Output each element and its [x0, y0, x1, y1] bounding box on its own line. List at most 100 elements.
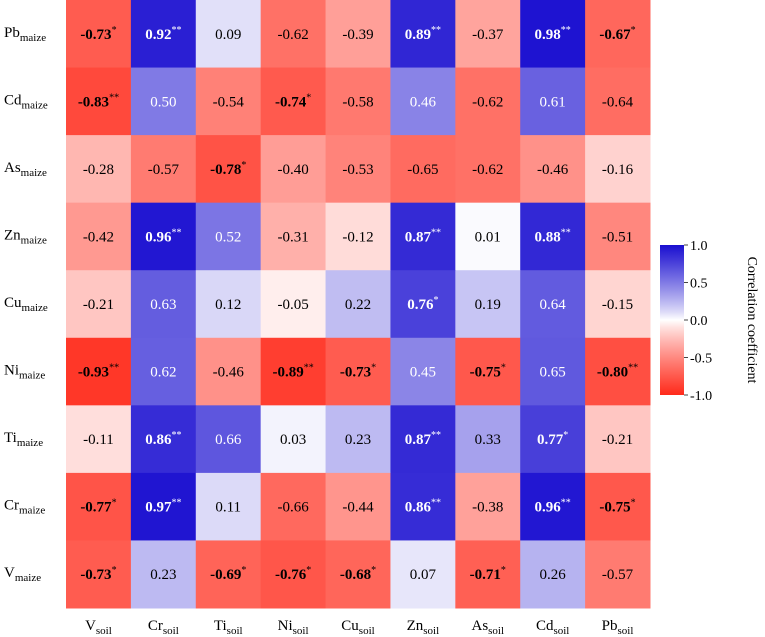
cell-value-label: 0.77* — [537, 430, 568, 448]
heatmap-cell — [585, 0, 651, 69]
heatmap-cell — [390, 472, 456, 541]
heatmap-cell — [390, 135, 456, 204]
y-tick-label: Timaize — [4, 430, 43, 449]
significance-marker: ** — [561, 498, 571, 509]
cell-value-label: -0.71* — [470, 565, 506, 583]
heatmap-cell — [260, 337, 327, 406]
cell-value-label: -0.12 — [342, 229, 373, 245]
cell-value-label: 0.01 — [475, 229, 501, 245]
heatmap-cell — [260, 67, 327, 136]
cell-value-label: -0.68* — [340, 565, 376, 583]
significance-marker: * — [306, 565, 311, 576]
cell-value-label: -0.73* — [80, 25, 116, 43]
significance-marker: * — [371, 363, 376, 374]
cell-value-label: 0.96** — [145, 227, 181, 245]
significance-marker: ** — [109, 363, 119, 374]
cell-value-label: -0.89** — [272, 363, 313, 381]
cell-value-label: 0.76* — [407, 295, 438, 313]
cell-value-label: 0.87** — [405, 227, 441, 245]
cell-value-label: -0.57 — [602, 567, 634, 583]
significance-marker: ** — [109, 92, 119, 103]
significance-marker: * — [501, 363, 506, 374]
heatmap-cell — [585, 337, 651, 406]
heatmap-cell — [585, 135, 651, 204]
significance-marker: ** — [431, 25, 441, 36]
heatmap-cell — [455, 337, 521, 406]
cell-value-label: -0.38 — [472, 500, 503, 516]
cell-value-label: -0.21 — [602, 432, 633, 448]
cell-value-label: 0.09 — [215, 27, 241, 43]
cell-value-label: 0.03 — [280, 432, 306, 448]
cell-value-label: 0.61 — [540, 94, 566, 110]
heatmap-cell — [260, 405, 327, 474]
significance-marker: * — [434, 295, 439, 306]
cell-value-label: -0.69* — [210, 565, 246, 583]
significance-marker: ** — [561, 25, 571, 36]
cell-value-label: 0.98** — [535, 25, 571, 43]
heatmap-cell — [260, 472, 327, 541]
heatmap-cell — [130, 67, 197, 136]
heatmap-cell — [66, 540, 132, 609]
cell-value-label: -0.64 — [602, 94, 634, 110]
heatmap-cell — [325, 405, 391, 474]
colorbar-tick-label: -0.5 — [690, 352, 712, 367]
heatmap-cell — [520, 67, 586, 136]
cell-value-label: -0.15 — [602, 297, 633, 313]
cell-value-label: -0.67* — [599, 25, 635, 43]
cell-value-label: -0.75* — [599, 498, 635, 516]
cell-value-label: -0.39 — [342, 27, 373, 43]
cell-value-label: 0.23 — [150, 567, 176, 583]
cell-value-label: 0.66 — [215, 432, 242, 448]
cell-value-label: 0.62 — [150, 365, 176, 381]
x-tick-label: Znsoil — [407, 618, 440, 637]
y-tick-label: Vmaize — [4, 565, 41, 584]
heatmap-cell — [66, 67, 132, 136]
significance-marker: * — [112, 25, 117, 36]
heatmap-cell — [455, 405, 521, 474]
heatmap-cell — [520, 540, 586, 609]
heatmap-cell — [195, 472, 262, 541]
cell-value-label: 0.88** — [535, 227, 571, 245]
heatmap-cell — [390, 0, 456, 69]
cell-value-label: 0.52 — [215, 229, 241, 245]
heatmap-cell — [455, 202, 521, 271]
heatmap-cell — [195, 202, 262, 271]
heatmap-cell — [260, 0, 327, 69]
colorbar-tick-label: -1.0 — [690, 389, 712, 404]
heatmap-cell — [520, 270, 586, 339]
x-tick-label: Crsoil — [148, 618, 179, 637]
x-tick-label: Nisoil — [278, 618, 309, 637]
cell-value-label: 0.11 — [215, 500, 241, 516]
colorbar-tick-label: 0.0 — [690, 314, 708, 329]
cell-value-label: -0.73* — [340, 363, 376, 381]
cell-value-label: -0.76* — [275, 565, 311, 583]
cell-value-label: 0.86** — [145, 430, 181, 448]
significance-marker: ** — [431, 227, 441, 238]
colorbar: 1.0 0.5 0.0 -0.5 -1.0 Correlation coefficient — [660, 239, 759, 404]
significance-marker: ** — [561, 227, 571, 238]
x-tick-label: Vsoil — [85, 618, 112, 637]
heatmap-cell — [390, 540, 456, 609]
cell-value-label: 0.23 — [345, 432, 371, 448]
heatmap-cell — [585, 270, 651, 339]
y-tick-label: Crmaize — [4, 498, 45, 517]
significance-marker: * — [371, 565, 376, 576]
significance-marker: * — [631, 498, 636, 509]
heatmap-cell — [66, 337, 132, 406]
cell-value-label: -0.75* — [470, 363, 506, 381]
cell-value-label: -0.83** — [78, 92, 119, 110]
heatmap-cell — [66, 135, 132, 204]
heatmap-cell-labels: -0.73* 0.92** 0.09 -0.62 -0.39 0.89** -0.37 0.9… — [78, 25, 638, 583]
significance-marker: ** — [304, 363, 314, 374]
cell-value-label: -0.93** — [78, 363, 119, 381]
cell-value-label: -0.53 — [342, 162, 373, 178]
heatmap-cell — [520, 405, 586, 474]
heatmap-cell — [390, 405, 456, 474]
heatmap-cell — [66, 270, 132, 339]
cell-value-label: -0.77* — [80, 498, 116, 516]
x-axis-labels: Vsoil Crsoil Tisoil Nisoil Cusoil Znsoil Assoi… — [85, 618, 633, 637]
significance-marker: ** — [171, 227, 181, 238]
cell-value-label: 0.46 — [410, 94, 437, 110]
cell-value-label: 0.97** — [145, 498, 181, 516]
significance-marker: ** — [628, 363, 638, 374]
